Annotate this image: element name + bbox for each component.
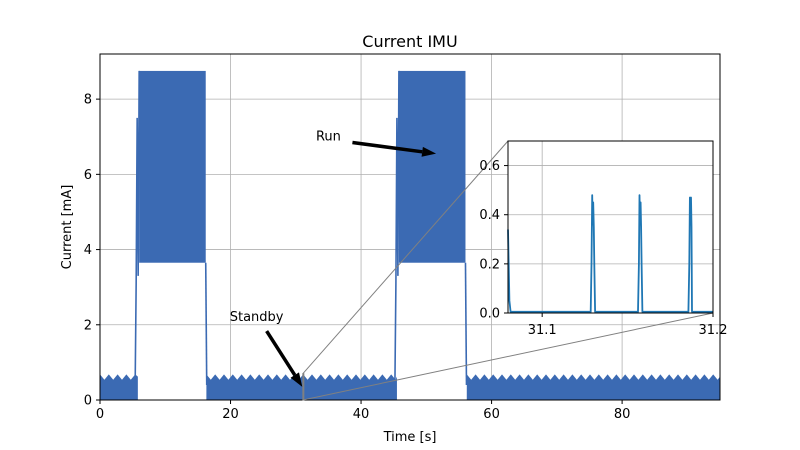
annotation-label: Run [316, 130, 341, 145]
annotation-arrow-shaft [265, 330, 297, 376]
x-axis-label: Time [s] [383, 430, 437, 445]
main-plot-frame [99, 53, 721, 401]
run-burst-band [398, 70, 466, 263]
y-axis-label: Current [mA] [60, 185, 75, 270]
inset-y-tick-label: 0.2 [479, 257, 500, 272]
y-tick-label: 8 [84, 93, 92, 108]
x-tick-label: 20 [222, 407, 239, 422]
inset-zoom-connectors [302, 140, 714, 401]
inset-plot-frame [507, 140, 714, 314]
run-onset-trace [394, 70, 400, 385]
main-axis-ticks: 0 20 40 60 80 0 2 4 6 8 [84, 93, 631, 422]
y-tick-label: 2 [84, 318, 92, 333]
inset-axis-ticks: 31.1 31.2 0.0 0.2 0.4 0.6 [479, 159, 727, 338]
x-tick-label: 40 [353, 407, 370, 422]
x-tick-label: 60 [483, 407, 500, 422]
y-tick-label: 4 [84, 243, 92, 258]
run-offset-trace [204, 262, 208, 385]
y-tick-label: 6 [84, 168, 92, 183]
annotation-arrow-shaft [352, 140, 423, 154]
annotation-arrow-head [421, 146, 437, 157]
run-offset-trace [464, 262, 468, 385]
standby-band [466, 374, 720, 400]
chart-title: Current IMU [362, 32, 457, 51]
inset-current-line [507, 194, 713, 313]
inset-y-tick-label: 0.6 [479, 159, 500, 174]
standby-band [100, 374, 138, 400]
standby-band [206, 374, 397, 400]
zoom-connector-line [302, 312, 714, 401]
zoom-region-marker [302, 373, 305, 401]
annotation-label: Standby [230, 310, 284, 325]
inset-y-tick-label: 0.4 [479, 208, 500, 223]
annotation-arrow-head [290, 372, 303, 387]
zoom-connector-line [302, 140, 509, 375]
run-burst-band [139, 70, 206, 263]
run-onset-trace [134, 70, 140, 385]
inset-x-tick-label: 31.2 [699, 323, 728, 338]
main-plot-area [100, 70, 720, 400]
inset-x-tick-label: 31.1 [528, 323, 557, 338]
annotations: Run Standby [230, 130, 437, 387]
inset-plot-area [507, 194, 713, 313]
inset-y-tick-label: 0.0 [479, 307, 500, 322]
x-tick-label: 80 [614, 407, 631, 422]
inset-background [508, 141, 713, 313]
x-tick-label: 0 [96, 407, 104, 422]
y-tick-label: 0 [84, 394, 92, 409]
